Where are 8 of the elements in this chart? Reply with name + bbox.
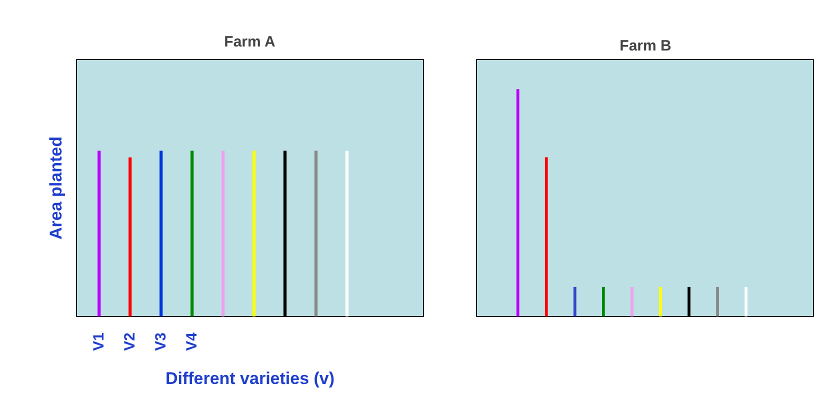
x-tick-label: V3 xyxy=(152,332,170,351)
chart-title: Farm B xyxy=(620,38,672,54)
y-axis-title: Area planted xyxy=(46,136,66,240)
x-tick-label: V1 xyxy=(90,332,108,351)
x-tick-label: V4 xyxy=(184,332,201,351)
x-tick-label: V2 xyxy=(122,332,139,351)
chart-title: Farm A xyxy=(224,34,276,50)
x-axis-title: Different varieties (v) xyxy=(165,368,335,388)
